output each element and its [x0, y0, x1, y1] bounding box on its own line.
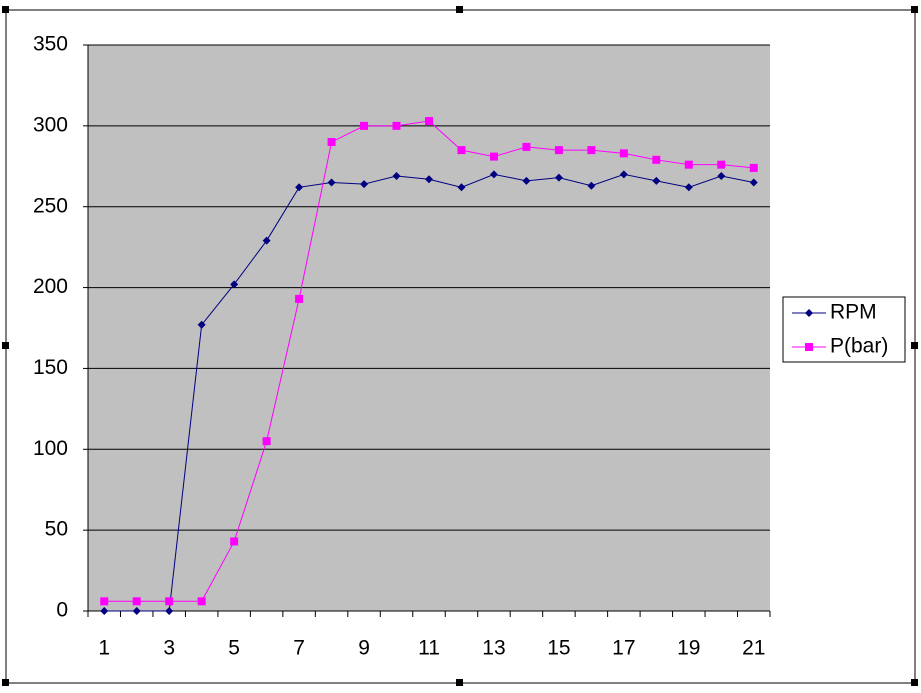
data-point	[197, 320, 206, 329]
data-point	[100, 607, 109, 615]
data-point	[749, 163, 758, 172]
x-tick-label: 21	[742, 637, 765, 660]
data-point	[425, 117, 433, 126]
y-tick-label: 300	[33, 113, 68, 136]
legend-label: RPM	[830, 301, 877, 324]
x-tick-label: 15	[547, 637, 570, 660]
data-point	[132, 607, 141, 615]
legend-marker	[805, 343, 813, 351]
x-tick-label: 7	[293, 637, 305, 660]
x-tick-label: 9	[358, 637, 370, 660]
data-point	[295, 183, 304, 192]
data-point	[425, 175, 433, 184]
data-point	[652, 176, 661, 185]
data-point	[619, 170, 628, 179]
data-point	[717, 160, 726, 169]
data-point	[327, 178, 336, 187]
x-tick-label: 5	[228, 637, 240, 660]
data-point	[262, 437, 271, 446]
data-point	[392, 171, 401, 180]
data-point	[717, 171, 726, 180]
legend-label: P(bar)	[830, 335, 888, 358]
data-point	[457, 183, 466, 192]
plot-area	[88, 45, 770, 611]
y-tick-label: 150	[33, 356, 68, 379]
data-point	[457, 146, 466, 155]
y-tick-label: 50	[45, 518, 68, 541]
data-point	[165, 607, 174, 615]
data-point	[619, 149, 628, 158]
y-tick-label: 200	[33, 275, 68, 298]
data-point	[165, 597, 174, 606]
data-point	[489, 152, 498, 161]
x-tick-label: 11	[418, 637, 440, 660]
data-point	[554, 173, 563, 182]
y-tick-label: 100	[33, 437, 68, 460]
data-point	[197, 597, 206, 606]
data-point	[489, 170, 498, 179]
data-point	[132, 597, 141, 606]
x-tick-label: 13	[482, 637, 505, 660]
data-point	[652, 155, 661, 164]
x-tick-label: 17	[612, 637, 635, 660]
legend-marker	[805, 309, 813, 317]
data-point	[749, 178, 758, 187]
data-point	[295, 294, 304, 303]
data-point	[587, 146, 596, 155]
y-tick-label: 0	[56, 599, 68, 622]
x-tick-label: 3	[163, 637, 175, 660]
y-tick-label: 250	[33, 194, 68, 217]
y-tick-label: 350	[33, 33, 68, 56]
data-point	[230, 537, 239, 546]
data-point	[392, 121, 401, 130]
data-point	[522, 176, 531, 185]
selection-handles	[2, 6, 918, 686]
legend	[782, 296, 906, 363]
data-point	[587, 181, 596, 190]
data-point	[230, 280, 239, 289]
data-point	[522, 142, 531, 151]
data-point	[262, 236, 271, 245]
data-point	[554, 146, 563, 155]
data-point	[360, 121, 369, 130]
x-tick-label: 1	[98, 637, 110, 660]
data-point	[684, 160, 693, 169]
data-point	[327, 138, 336, 147]
data-point	[684, 183, 693, 192]
data-point	[100, 597, 109, 606]
data-point	[360, 180, 369, 189]
x-tick-label: 19	[677, 637, 700, 660]
